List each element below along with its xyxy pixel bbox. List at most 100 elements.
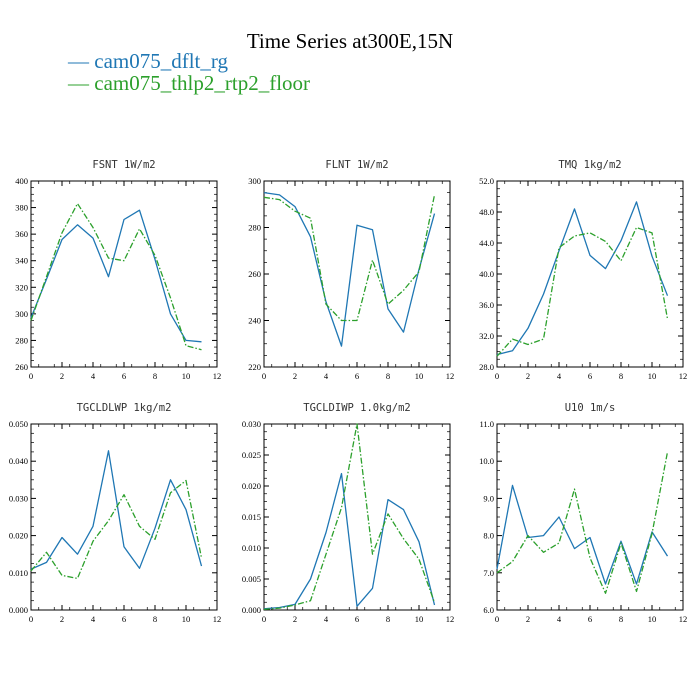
x-tick-label: 10 <box>648 371 657 381</box>
y-tick-label: 7.0 <box>483 568 494 578</box>
y-tick-label: 28.0 <box>479 362 494 372</box>
x-tick-label: 8 <box>619 614 623 624</box>
y-tick-label: 0.025 <box>242 450 261 460</box>
x-tick-label: 8 <box>386 371 390 381</box>
y-tick-label: 400 <box>15 176 28 186</box>
panel-title: TGCLDIWP 1.0kg/m2 <box>303 402 410 414</box>
y-tick-label: 0.030 <box>9 493 28 503</box>
y-tick-label: 260 <box>248 269 261 279</box>
y-tick-label: 9.0 <box>483 493 494 503</box>
y-tick-label: 0.050 <box>9 419 28 429</box>
x-tick-label: 0 <box>262 614 266 624</box>
y-tick-label: 340 <box>15 256 28 266</box>
x-tick-label: 2 <box>526 371 530 381</box>
x-tick-label: 6 <box>588 371 592 381</box>
y-tick-label: 0.000 <box>9 605 28 615</box>
series-line-dflt <box>263 472 436 610</box>
x-tick-label: 2 <box>526 614 530 624</box>
series-line-dflt <box>30 450 203 570</box>
x-tick-label: 6 <box>355 614 359 624</box>
x-tick-label: 4 <box>557 614 562 624</box>
panel-title: U10 1m/s <box>565 402 616 414</box>
y-tick-label: 220 <box>248 362 261 372</box>
x-tick-label: 10 <box>648 614 657 624</box>
series-line-dflt <box>30 209 202 343</box>
series-line-thlp2 <box>496 226 669 357</box>
y-tick-label: 240 <box>248 316 261 326</box>
x-tick-label: 12 <box>446 371 455 381</box>
x-tick-label: 2 <box>60 614 64 624</box>
x-tick-label: 2 <box>293 614 297 624</box>
plot-frame <box>496 180 684 368</box>
x-tick-label: 12 <box>446 614 455 624</box>
x-tick-label: 0 <box>29 371 33 381</box>
x-tick-label: 0 <box>262 371 266 381</box>
x-tick-label: 8 <box>386 614 390 624</box>
x-tick-label: 4 <box>324 614 329 624</box>
y-tick-label: 0.015 <box>242 512 261 522</box>
series-line-dflt <box>263 191 436 347</box>
panel-title: FSNT 1W/m2 <box>92 159 155 171</box>
y-tick-label: 36.0 <box>479 300 494 310</box>
y-tick-label: 0.010 <box>242 543 261 553</box>
x-tick-label: 4 <box>91 371 96 381</box>
x-tick-label: 2 <box>60 371 64 381</box>
x-tick-label: 6 <box>122 614 126 624</box>
x-tick-label: 6 <box>588 614 592 624</box>
series-line-thlp2 <box>30 479 203 580</box>
y-tick-label: 0.005 <box>242 574 261 584</box>
x-tick-label: 4 <box>557 371 562 381</box>
x-tick-label: 2 <box>293 371 297 381</box>
plot-frame <box>263 423 451 611</box>
y-tick-label: 44.0 <box>479 238 494 248</box>
x-tick-label: 12 <box>679 371 688 381</box>
y-tick-label: 360 <box>15 229 28 239</box>
y-tick-label: 260 <box>15 362 28 372</box>
x-tick-label: 4 <box>91 614 96 624</box>
series-line-dflt <box>496 201 669 356</box>
y-tick-label: 320 <box>15 282 28 292</box>
panel-title: TMQ 1kg/m2 <box>558 159 621 171</box>
x-tick-label: 0 <box>495 614 499 624</box>
series-line-thlp2 <box>496 451 669 594</box>
y-tick-label: 300 <box>15 309 28 319</box>
x-tick-label: 8 <box>153 371 157 381</box>
x-tick-label: 6 <box>355 371 359 381</box>
x-tick-label: 8 <box>153 614 157 624</box>
series-line-thlp2 <box>263 423 436 611</box>
x-tick-label: 10 <box>182 614 191 624</box>
x-tick-label: 4 <box>324 371 329 381</box>
y-tick-label: 280 <box>15 335 28 345</box>
y-tick-label: 0.020 <box>9 531 28 541</box>
x-tick-label: 8 <box>619 371 623 381</box>
y-tick-label: 0.000 <box>242 605 261 615</box>
y-tick-label: 40.0 <box>479 269 494 279</box>
x-tick-label: 10 <box>415 371 424 381</box>
panel-title: TGCLDLWP 1kg/m2 <box>77 402 172 414</box>
y-tick-label: 52.0 <box>479 176 494 186</box>
x-tick-label: 12 <box>679 614 688 624</box>
series-line-dflt <box>496 484 669 585</box>
y-tick-label: 11.0 <box>479 419 494 429</box>
plot-frame <box>30 180 218 368</box>
y-tick-label: 300 <box>248 176 261 186</box>
y-tick-label: 10.0 <box>479 456 494 466</box>
x-tick-label: 12 <box>213 371 222 381</box>
plot-frame <box>30 423 218 611</box>
x-tick-label: 0 <box>495 371 499 381</box>
series-line-thlp2 <box>30 202 202 351</box>
x-tick-label: 0 <box>29 614 33 624</box>
y-tick-label: 280 <box>248 223 261 233</box>
y-tick-label: 0.010 <box>9 568 28 578</box>
y-tick-label: 48.0 <box>479 207 494 217</box>
panel-title: FLNT 1W/m2 <box>325 159 388 171</box>
y-tick-label: 6.0 <box>483 605 494 615</box>
x-tick-label: 10 <box>182 371 191 381</box>
y-tick-label: 8.0 <box>483 531 494 541</box>
figure-title: Time Series at300E,15N <box>246 29 454 53</box>
y-tick-label: 0.040 <box>9 456 28 466</box>
x-tick-label: 12 <box>213 614 222 624</box>
y-tick-label: 32.0 <box>479 331 494 341</box>
plot-frame <box>496 423 684 611</box>
